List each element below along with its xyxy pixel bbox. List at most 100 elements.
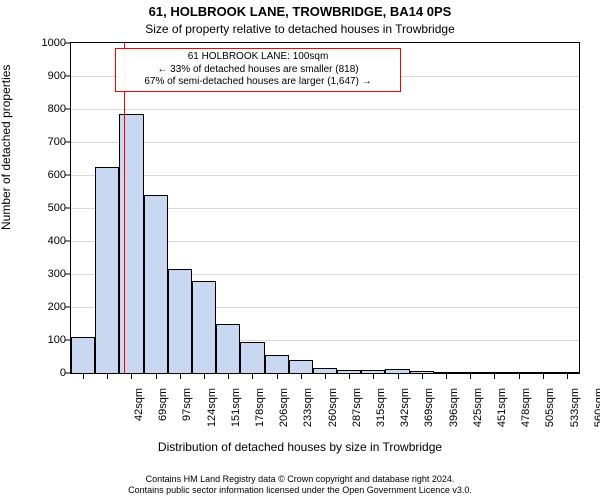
ytick-mark: [65, 373, 70, 374]
ytick-label: 400: [26, 235, 66, 247]
x-axis-label: Distribution of detached houses by size …: [0, 440, 600, 454]
ytick-mark: [65, 274, 70, 275]
histogram-bar: [144, 195, 168, 373]
xtick-label: 151sqm: [230, 388, 242, 448]
histogram-bar: [119, 114, 143, 373]
xtick-label: 233sqm: [302, 388, 314, 448]
ytick-label: 900: [26, 70, 66, 82]
xtick-mark: [131, 374, 132, 379]
ytick-label: 300: [26, 268, 66, 280]
xtick-mark: [228, 374, 229, 379]
xtick-label: 478sqm: [520, 388, 532, 448]
histogram-bar: [361, 370, 385, 373]
histogram-bar: [410, 371, 434, 373]
ytick-label: 0: [26, 367, 66, 379]
chart-title-line2: Size of property relative to detached ho…: [0, 22, 600, 36]
histogram-bar: [71, 337, 95, 373]
xtick-mark: [301, 374, 302, 379]
xtick-label: 315sqm: [375, 388, 387, 448]
xtick-mark: [156, 374, 157, 379]
ytick-label: 600: [26, 169, 66, 181]
gridline-h: [71, 175, 579, 176]
ytick-mark: [65, 76, 70, 77]
y-axis-label: Number of detached properties: [0, 65, 13, 230]
xtick-label: 369sqm: [423, 388, 435, 448]
xtick-mark: [349, 374, 350, 379]
xtick-mark: [204, 374, 205, 379]
histogram-bar: [555, 372, 579, 373]
histogram-bar: [192, 281, 216, 373]
xtick-mark: [398, 374, 399, 379]
xtick-mark: [519, 374, 520, 379]
ytick-label: 200: [26, 301, 66, 313]
ytick-label: 700: [26, 136, 66, 148]
histogram-bar: [313, 368, 337, 373]
footer-line: Contains public sector information licen…: [0, 485, 600, 496]
ytick-mark: [65, 175, 70, 176]
histogram-bar: [240, 342, 264, 373]
ytick-label: 100: [26, 334, 66, 346]
footer-attribution: Contains HM Land Registry data © Crown c…: [0, 474, 600, 497]
xtick-mark: [252, 374, 253, 379]
xtick-mark: [107, 374, 108, 379]
reference-line: [124, 43, 125, 373]
ytick-mark: [65, 142, 70, 143]
histogram-bar: [289, 360, 313, 373]
histogram-bar: [265, 355, 289, 373]
histogram-bar: [216, 324, 240, 374]
xtick-label: 124sqm: [206, 388, 218, 448]
histogram-bar: [531, 372, 555, 373]
chart-title-line1: 61, HOLBROOK LANE, TROWBRIDGE, BA14 0PS: [0, 4, 600, 19]
xtick-label: 178sqm: [254, 388, 266, 448]
gridline-h: [71, 142, 579, 143]
annotation-line: 61 HOLBROOK LANE: 100sqm: [122, 51, 394, 64]
xtick-label: 97sqm: [181, 388, 193, 448]
xtick-label: 260sqm: [327, 388, 339, 448]
chart-container: 61, HOLBROOK LANE, TROWBRIDGE, BA14 0PS …: [0, 0, 600, 500]
footer-line: Contains HM Land Registry data © Crown c…: [0, 474, 600, 485]
xtick-label: 533sqm: [569, 388, 581, 448]
xtick-label: 42sqm: [133, 388, 145, 448]
xtick-label: 69sqm: [157, 388, 169, 448]
ytick-mark: [65, 340, 70, 341]
xtick-label: 560sqm: [593, 388, 600, 448]
xtick-mark: [277, 374, 278, 379]
annotation-line: 67% of semi-detached houses are larger (…: [122, 76, 394, 89]
xtick-label: 206sqm: [278, 388, 290, 448]
xtick-mark: [325, 374, 326, 379]
xtick-mark: [180, 374, 181, 379]
ytick-label: 1000: [26, 37, 66, 49]
xtick-mark: [543, 374, 544, 379]
plot-area: [70, 42, 580, 374]
ytick-mark: [65, 241, 70, 242]
xtick-mark: [373, 374, 374, 379]
annotation-line: ← 33% of detached houses are smaller (81…: [122, 64, 394, 77]
histogram-bar: [385, 369, 409, 373]
ytick-label: 800: [26, 103, 66, 115]
xtick-label: 342sqm: [399, 388, 411, 448]
histogram-bar: [458, 372, 482, 373]
xtick-mark: [470, 374, 471, 379]
xtick-mark: [494, 374, 495, 379]
histogram-bar: [506, 372, 530, 373]
ytick-mark: [65, 208, 70, 209]
xtick-label: 451sqm: [496, 388, 508, 448]
annotation-box: 61 HOLBROOK LANE: 100sqm← 33% of detache…: [115, 48, 401, 92]
histogram-bar: [337, 370, 361, 373]
xtick-mark: [446, 374, 447, 379]
xtick-mark: [422, 374, 423, 379]
histogram-bar: [95, 167, 119, 373]
ytick-mark: [65, 307, 70, 308]
xtick-label: 396sqm: [448, 388, 460, 448]
ytick-label: 500: [26, 202, 66, 214]
xtick-label: 505sqm: [544, 388, 556, 448]
ytick-mark: [65, 109, 70, 110]
xtick-mark: [567, 374, 568, 379]
gridline-h: [71, 109, 579, 110]
xtick-label: 287sqm: [351, 388, 363, 448]
histogram-bar: [482, 372, 506, 373]
histogram-bar: [168, 269, 192, 373]
ytick-mark: [65, 43, 70, 44]
xtick-label: 425sqm: [472, 388, 484, 448]
histogram-bar: [434, 372, 458, 373]
